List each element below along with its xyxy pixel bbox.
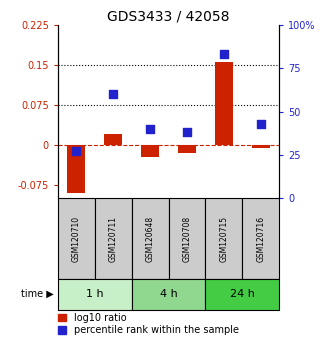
Point bbox=[74, 149, 79, 154]
Text: GSM120710: GSM120710 bbox=[72, 216, 81, 262]
Bar bbox=[178, 145, 196, 153]
Point bbox=[110, 91, 116, 97]
Bar bbox=[169, 198, 205, 279]
Bar bbox=[132, 198, 169, 279]
Point bbox=[147, 126, 153, 132]
Bar bbox=[205, 198, 242, 279]
Title: GDS3433 / 42058: GDS3433 / 42058 bbox=[107, 10, 230, 24]
Bar bbox=[104, 134, 122, 145]
Bar bbox=[58, 198, 95, 279]
Text: GSM120715: GSM120715 bbox=[219, 216, 229, 262]
Text: 1 h: 1 h bbox=[86, 289, 103, 299]
Bar bbox=[67, 145, 85, 193]
Bar bbox=[132, 279, 205, 310]
Text: GSM120708: GSM120708 bbox=[182, 216, 192, 262]
Point bbox=[221, 51, 226, 57]
Legend: log10 ratio, percentile rank within the sample: log10 ratio, percentile rank within the … bbox=[58, 313, 239, 335]
Text: GSM120711: GSM120711 bbox=[108, 216, 118, 262]
Bar bbox=[205, 279, 279, 310]
Text: GSM120648: GSM120648 bbox=[145, 216, 155, 262]
Bar bbox=[58, 279, 132, 310]
Text: 24 h: 24 h bbox=[230, 289, 255, 299]
Bar bbox=[95, 198, 132, 279]
Bar bbox=[252, 145, 270, 148]
Text: GSM120716: GSM120716 bbox=[256, 216, 265, 262]
Point bbox=[258, 121, 263, 126]
Bar bbox=[215, 62, 233, 145]
Bar bbox=[141, 145, 159, 156]
Point bbox=[184, 130, 189, 135]
Text: 4 h: 4 h bbox=[160, 289, 178, 299]
Text: time ▶: time ▶ bbox=[21, 289, 54, 299]
Bar bbox=[242, 198, 279, 279]
